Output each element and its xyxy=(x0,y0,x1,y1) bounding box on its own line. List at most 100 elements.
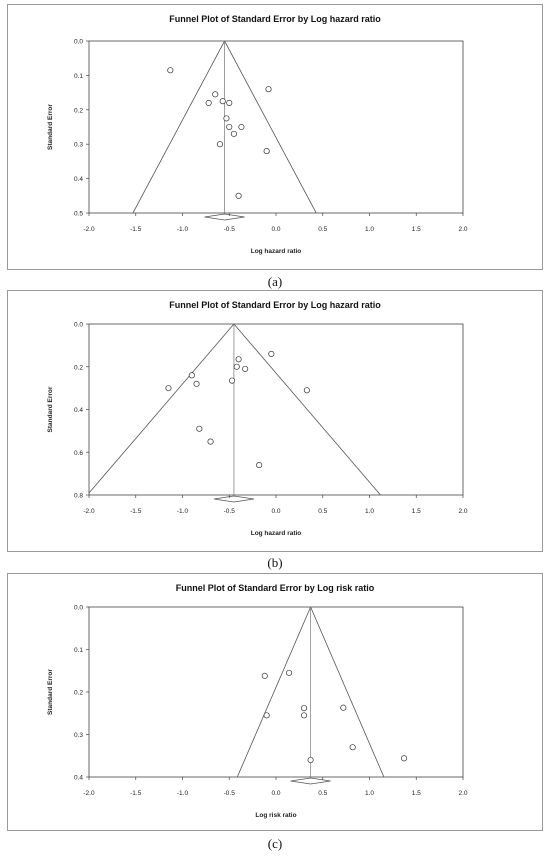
x-tick-label: 0.0 xyxy=(271,790,280,797)
study-point xyxy=(286,669,293,676)
study-point xyxy=(219,98,226,105)
funnel-left-limit xyxy=(89,324,235,494)
funnel-left-limit xyxy=(236,607,311,777)
study-point xyxy=(235,192,242,199)
funnel-plot-c: -2.0 -1.5 -1.0 -0.5 0.0 0.5 1.0 1.5 2.0 0.0 0.1 0.2… xyxy=(47,605,468,820)
y-tick-label: 0.0 xyxy=(74,322,83,329)
study-point xyxy=(238,123,245,131)
x-tick-label: 0.5 xyxy=(318,508,327,515)
pooled-estimate-diamond xyxy=(213,495,254,503)
x-tick-label: -2.0 xyxy=(83,226,95,233)
study-point xyxy=(349,744,356,751)
study-point xyxy=(212,91,219,98)
funnel-plot-a: -2.0 -1.5 -1.0 -0.5 0.0 0.5 1.0 1.5 2.0 0.0 0.1 0.2… xyxy=(47,39,468,256)
y-tick-label: 0.1 xyxy=(74,647,83,654)
x-tick-label: 2.0 xyxy=(458,508,467,515)
x-tick-label: 1.0 xyxy=(365,226,374,233)
y-tick-label: 0.2 xyxy=(74,364,83,371)
x-tick-label: 1.5 xyxy=(412,226,421,233)
y-tick-label: 0.3 xyxy=(74,142,83,149)
caption-a: (a) xyxy=(267,274,283,289)
chart-panel-b: Funnel Plot of Standard Error by Log haz… xyxy=(7,290,543,552)
x-tick-label: 1.0 xyxy=(365,790,374,797)
x-tick-label: 1.0 xyxy=(365,508,374,515)
x-axis-label: Log hazard ratio xyxy=(251,530,302,537)
x-axis-label: Log risk ratio xyxy=(255,812,296,819)
study-point xyxy=(226,99,233,106)
plot-frame xyxy=(88,40,464,214)
x-tick-label: -0.5 xyxy=(224,508,236,515)
x-tick-label: -1.5 xyxy=(130,790,142,797)
pooled-estimate-diamond xyxy=(204,213,245,221)
y-tick-label: 0.6 xyxy=(74,450,83,457)
caption-c: (c) xyxy=(267,836,283,851)
study-point xyxy=(230,130,237,137)
chart-panel-a: Funnel Plot of Standard Error by Log haz… xyxy=(7,4,543,270)
study-point xyxy=(205,99,212,106)
study-point xyxy=(167,67,174,74)
study-point xyxy=(216,141,223,148)
funnel-lines xyxy=(132,41,317,213)
x-tick-label: -0.5 xyxy=(224,226,236,233)
y-tick-label: 0.5 xyxy=(74,211,83,218)
pooled-estimate-diamond xyxy=(290,777,331,785)
funnel-right-limit xyxy=(310,607,385,777)
chart-panel-c: Funnel Plot of Standard Error by Log ris… xyxy=(7,573,543,831)
study-point xyxy=(223,115,230,122)
study-point xyxy=(263,148,270,155)
x-tick-label: -1.5 xyxy=(130,508,142,515)
study-point xyxy=(307,756,314,764)
plot-frame xyxy=(88,606,464,778)
y-tick-label: 0.2 xyxy=(74,690,83,697)
study-point xyxy=(229,377,236,384)
y-tick-label: 0.0 xyxy=(74,605,83,612)
funnel-left-limit xyxy=(132,41,225,213)
x-tick-label: -1.0 xyxy=(177,790,189,797)
x-tick-label: 0.5 xyxy=(318,226,327,233)
study-point xyxy=(303,387,310,394)
x-tick-label: 2.0 xyxy=(458,226,467,233)
funnel-right-limit xyxy=(224,41,317,213)
x-tick-label: 1.5 xyxy=(412,508,421,515)
x-tick-label: -2.0 xyxy=(83,508,95,515)
study-point xyxy=(401,755,408,762)
y-tick-label: 0.4 xyxy=(74,775,83,782)
study-point xyxy=(300,705,308,712)
study-point xyxy=(165,385,172,392)
y-axis-label: Standard Error xyxy=(47,669,54,715)
y-tick-label: 0.4 xyxy=(74,407,83,414)
study-point xyxy=(226,123,233,131)
study-point xyxy=(242,365,249,372)
x-tick-label: 2.0 xyxy=(458,790,467,797)
x-tick-label: -1.0 xyxy=(177,226,189,233)
caption-b: (b) xyxy=(267,555,283,570)
study-point xyxy=(268,350,275,357)
x-tick-label: 0.0 xyxy=(271,226,280,233)
y-axis-label: Standard Error xyxy=(47,104,54,150)
x-tick-label: -1.0 xyxy=(177,508,189,515)
y-tick-label: 0.8 xyxy=(74,493,83,500)
study-point xyxy=(188,372,195,379)
funnel-lines xyxy=(89,324,381,495)
chart-title-a: Funnel Plot of Standard Error by Log haz… xyxy=(169,14,381,24)
y-tick-label: 0.0 xyxy=(74,39,83,46)
y-tick-label: 0.1 xyxy=(74,73,83,80)
y-tick-label: 0.4 xyxy=(74,176,83,183)
x-tick-label: 0.5 xyxy=(318,790,327,797)
chart-title-c: Funnel Plot of Standard Error by Log ris… xyxy=(175,583,375,593)
funnel-right-limit xyxy=(233,324,381,495)
study-point xyxy=(340,704,347,711)
study-point xyxy=(256,462,263,469)
x-tick-label: -1.5 xyxy=(130,226,142,233)
x-tick-label: 0.0 xyxy=(271,508,280,515)
y-tick-label: 0.3 xyxy=(74,732,83,739)
study-point xyxy=(193,380,200,387)
study-point xyxy=(233,363,240,370)
x-tick-label: 1.5 xyxy=(412,790,421,797)
study-point xyxy=(235,356,242,363)
study-point xyxy=(196,425,203,432)
study-point xyxy=(265,86,272,93)
y-tick-label: 0.2 xyxy=(74,107,83,114)
x-tick-label: -2.0 xyxy=(83,790,95,797)
y-axis-label: Standard Error xyxy=(47,386,54,432)
